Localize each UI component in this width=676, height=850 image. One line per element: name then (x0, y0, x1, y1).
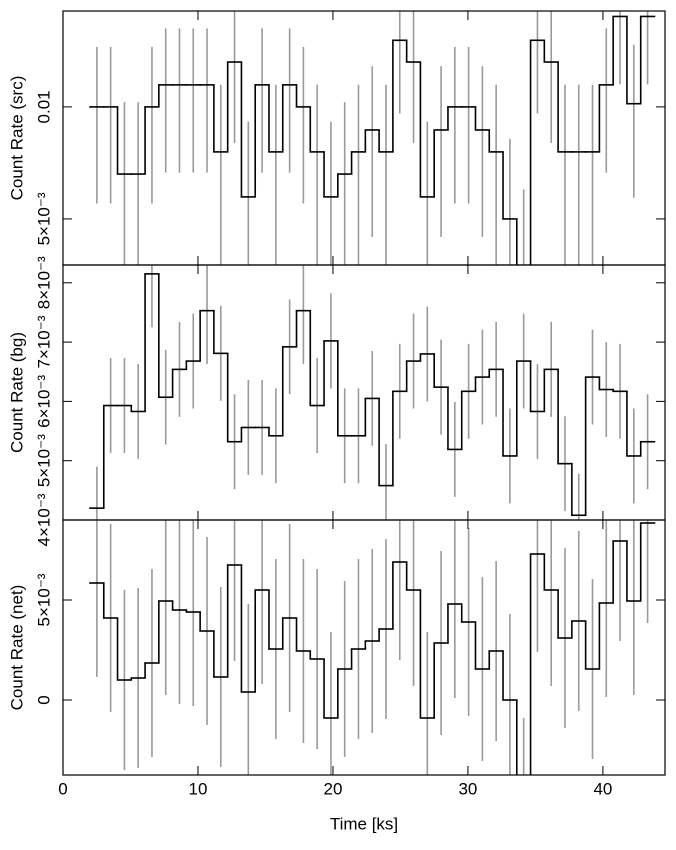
y-axis-label: Count Rate (bg) (7, 332, 26, 453)
panel (89, 265, 656, 520)
plot-frame (62, 10, 666, 266)
y-tick-label: 5×10⁻³ (34, 573, 53, 626)
y-tick-label: 0 (34, 695, 53, 704)
y-tick-label: 8×10⁻³ (34, 256, 53, 309)
y-tick-label: 5×10⁻³ (34, 434, 53, 487)
panel (89, 11, 656, 265)
x-tick-label: 30 (458, 779, 477, 798)
x-tick-label: 40 (593, 779, 612, 798)
y-tick-label: 6×10⁻³ (34, 375, 53, 428)
y-axis-label: Count Rate (src) (7, 76, 26, 201)
x-tick-label: 0 (58, 779, 67, 798)
x-axis-label: Time [ks] (330, 814, 398, 833)
panel (89, 520, 656, 775)
y-tick-label: 5×10⁻³ (34, 192, 53, 245)
y-tick-label: 0.01 (34, 90, 53, 123)
y-tick-label: 7×10⁻³ (34, 315, 53, 368)
y-axis-label: Count Rate (net) (7, 585, 26, 711)
plot-frame (62, 519, 666, 776)
plot-frame (62, 264, 666, 521)
x-tick-label: 10 (189, 779, 208, 798)
y-tick-label: 4×10⁻³ (34, 493, 53, 546)
x-tick-label: 20 (323, 779, 342, 798)
